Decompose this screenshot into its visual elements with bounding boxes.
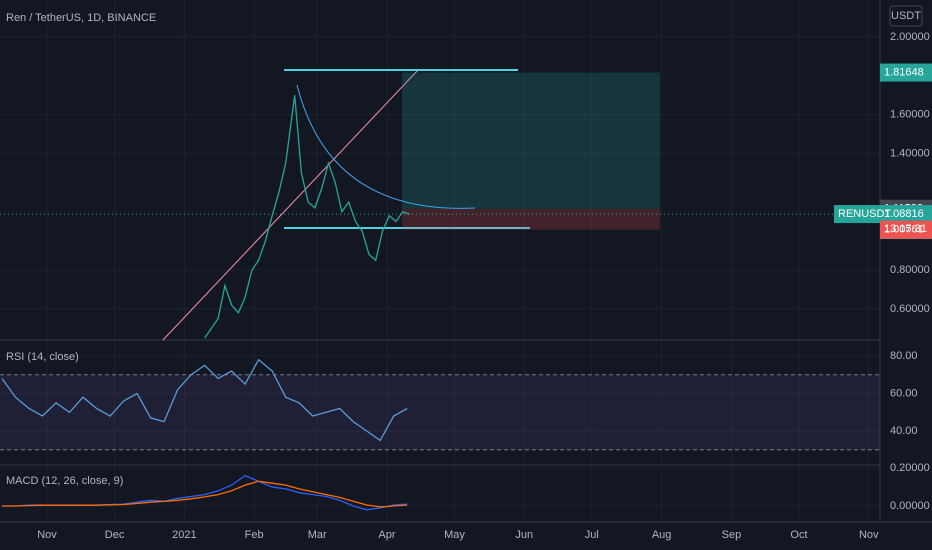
price-tag [880,63,932,82]
rsi-band [0,374,880,450]
grid [0,0,880,520]
countdown: 13:15:31 [884,223,927,235]
y-tick-label: 80.00 [890,350,918,362]
series-line [2,480,408,508]
x-tick-label: Dec [105,529,125,541]
x-tick-label: Jul [585,529,599,541]
x-tick-label: Apr [378,529,395,541]
curve [296,84,476,209]
y-tick-label: 60.00 [890,387,918,399]
y-tick-label: 40.00 [890,425,918,437]
y-tick-label: 0.80000 [890,264,930,276]
x-tick-label: Jun [515,529,533,541]
y-tick-label: 0.00000 [890,500,930,512]
x-tick-label: Aug [652,529,672,541]
x-tick-label: Nov [859,529,879,541]
symbol-tag-box [834,205,880,224]
chart-title: Ren / TetherUS, 1D, BINANCE [6,12,156,24]
price-tag-label: 1.08816 [884,208,924,220]
price-tag-label: 1.81648 [884,66,924,78]
symbol-tag: RENUSDT [838,208,891,220]
y-tick-label: 2.00000 [890,31,930,43]
y-tick-label: 0.20000 [890,462,930,474]
macd-title: MACD (12, 26, close, 9) [6,475,123,487]
x-tick-label: Nov [37,529,57,541]
x-tick-label: Feb [245,529,264,541]
x-tick-label: Sep [722,529,742,541]
y-tick-label: 1.60000 [890,109,930,121]
series-line [1,358,408,442]
x-tick-label: Oct [790,529,807,541]
price-tag [880,220,932,239]
y-tick-label: 1.40000 [890,147,930,159]
x-tick-label: 2021 [172,529,196,541]
rsi-title: RSI (14, close) [6,351,79,363]
currency-box [889,5,923,27]
series-line [204,95,410,339]
target-zone [402,72,660,209]
currency: USDT [891,10,921,22]
x-tick-label: Mar [308,529,327,541]
y-tick-label: 0.60000 [890,303,930,315]
trend-line [162,69,419,341]
stop-zone [402,208,660,230]
price-tag-label: 1.00761 [884,224,924,236]
x-tick-label: May [444,529,465,541]
